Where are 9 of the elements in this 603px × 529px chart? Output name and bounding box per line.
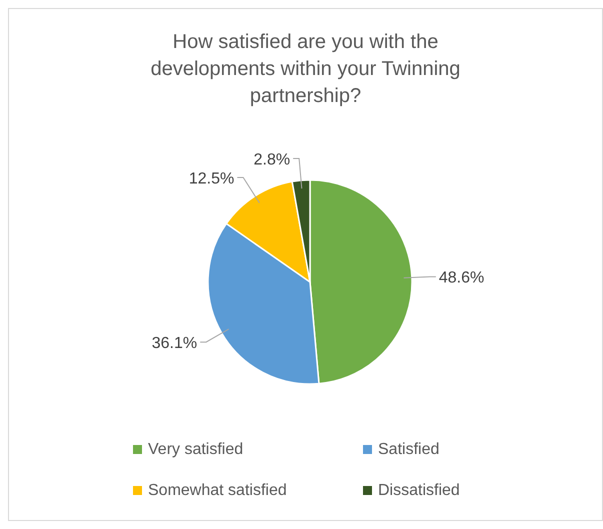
data-label: 12.5% bbox=[188, 170, 234, 188]
legend-label: Very satisfied bbox=[148, 441, 244, 458]
data-label: 2.8% bbox=[254, 151, 290, 168]
legend-label: Dissatisfied bbox=[378, 482, 460, 499]
legend-label: Somewhat satisfied bbox=[148, 482, 287, 499]
data-label: 48.6% bbox=[438, 270, 484, 287]
chart-title: How satisfied are you with the developments within your Twinning partnership? bbox=[150, 31, 460, 107]
legend-label: Satisfied bbox=[378, 441, 440, 458]
data-label: 36.1% bbox=[152, 335, 198, 352]
